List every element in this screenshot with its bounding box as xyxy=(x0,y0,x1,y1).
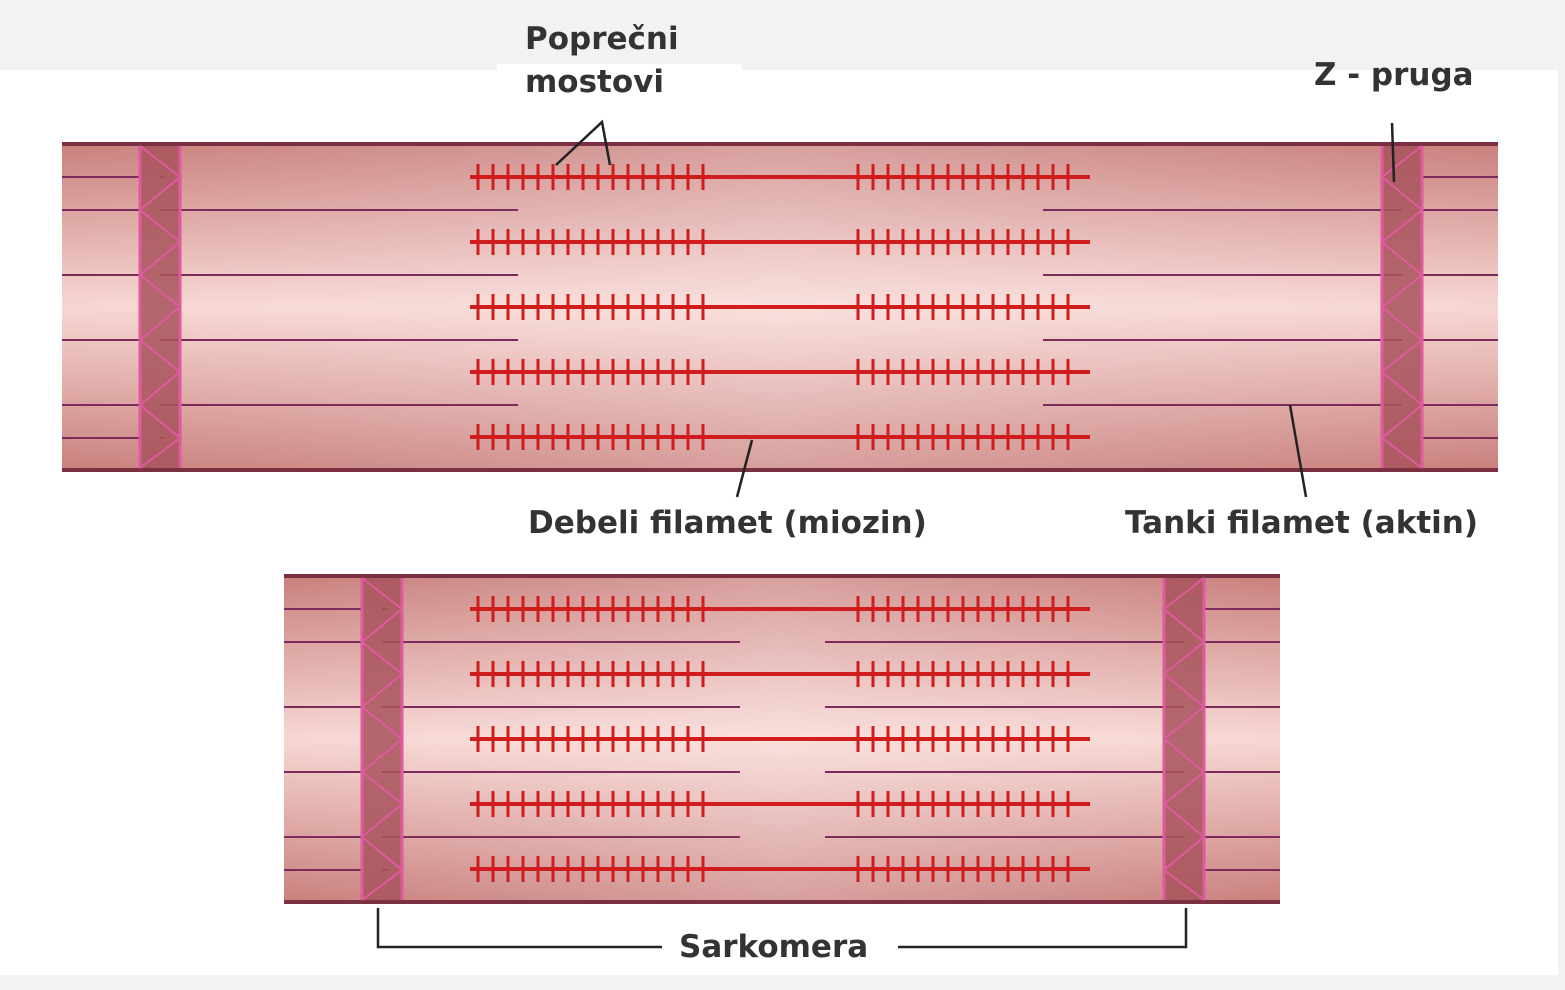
background-band-top xyxy=(0,0,1565,70)
thick-filament xyxy=(470,726,1090,752)
z-disc-left xyxy=(138,145,182,469)
thick-filament xyxy=(470,294,1090,320)
sarcomere-label: Sarkomera xyxy=(679,929,869,965)
background-band-right xyxy=(1558,70,1565,975)
thin-filaments xyxy=(284,608,1280,871)
thin-filament-pointer xyxy=(1288,404,1308,498)
z-disc-fill xyxy=(1164,578,1204,900)
z-disc-zigzag xyxy=(1380,145,1424,469)
thick-filament xyxy=(470,164,1090,190)
thick-filament xyxy=(470,424,1090,450)
myofibril-contracted xyxy=(284,574,1280,904)
thick-filament xyxy=(470,229,1090,255)
z-line-pointer xyxy=(1390,122,1396,183)
myofibril-top-border xyxy=(62,142,1498,146)
z-disc-fill xyxy=(140,146,180,468)
z-disc-fill xyxy=(362,578,402,900)
thick-filament-label: Debeli filamet (miozin) xyxy=(528,505,927,541)
thick-filament-pointer xyxy=(735,439,754,498)
thin-filament-label: Tanki filamet (aktin) xyxy=(1125,505,1479,541)
z-disc-left xyxy=(360,577,404,901)
cross-bridges-label-line2: mostovi xyxy=(525,64,665,100)
cross-bridges-pointer xyxy=(555,119,612,166)
thick-filaments xyxy=(470,596,1090,882)
myofibril-relaxed xyxy=(62,142,1498,472)
cross-bridges-label: Poprečni mostovi xyxy=(525,18,679,104)
z-disc-fill xyxy=(1382,146,1422,468)
z-disc-zigzag xyxy=(138,145,182,469)
sarcomere-bracket-right xyxy=(898,908,1188,949)
myofibril-bottom-border xyxy=(284,900,1280,904)
thick-filaments xyxy=(470,164,1090,450)
cross-bridges-label-line1: Poprečni xyxy=(525,21,679,57)
thin-filaments xyxy=(62,176,1498,439)
z-disc-zigzag xyxy=(360,577,404,901)
thick-filament xyxy=(470,596,1090,622)
thick-filament xyxy=(470,661,1090,687)
leader-lines xyxy=(376,119,1396,949)
z-disc-right xyxy=(1162,577,1206,901)
z-disc-zigzag xyxy=(1162,577,1206,901)
z-disc-right xyxy=(1380,145,1424,469)
label-backdrop xyxy=(497,64,742,112)
thick-filament xyxy=(470,856,1090,882)
thick-filament xyxy=(470,359,1090,385)
myofibril-top-border xyxy=(284,574,1280,578)
background-band-bottom xyxy=(0,975,1565,990)
sarcomere-bracket-left xyxy=(376,908,662,949)
z-line-label: Z - pruga xyxy=(1314,57,1474,93)
thick-filament xyxy=(470,791,1090,817)
myofibril-bottom-border xyxy=(62,468,1498,472)
